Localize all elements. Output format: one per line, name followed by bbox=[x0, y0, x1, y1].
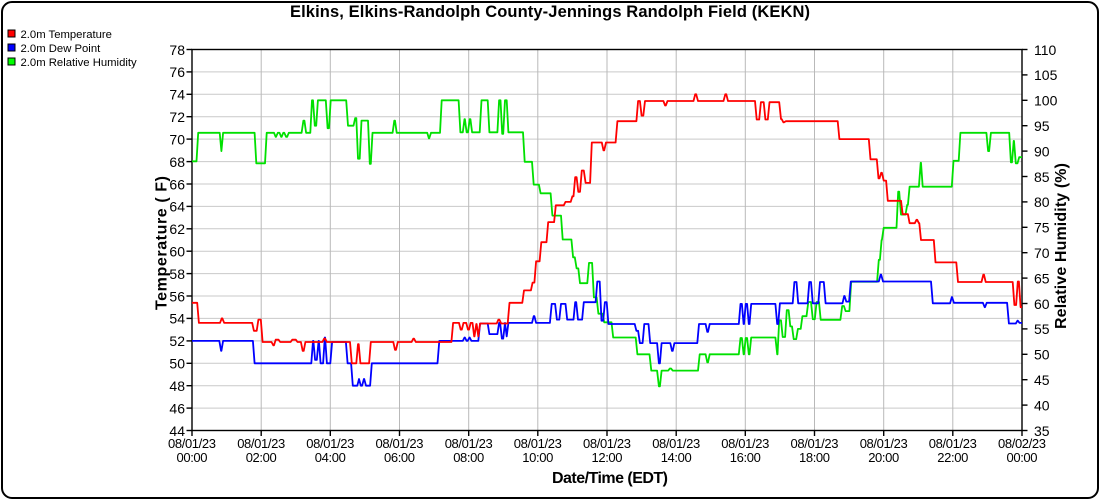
svg-text:50: 50 bbox=[1034, 347, 1050, 363]
svg-text:50: 50 bbox=[169, 356, 185, 372]
svg-text:08:00: 08:00 bbox=[453, 450, 484, 465]
svg-text:04:00: 04:00 bbox=[315, 450, 346, 465]
svg-text:45: 45 bbox=[1034, 372, 1050, 388]
svg-text:80: 80 bbox=[1034, 194, 1050, 210]
svg-text:08/02/23: 08/02/23 bbox=[998, 436, 1046, 451]
svg-text:14:00: 14:00 bbox=[661, 450, 692, 465]
svg-text:00:00: 00:00 bbox=[177, 450, 208, 465]
svg-text:78: 78 bbox=[169, 42, 185, 58]
svg-text:48: 48 bbox=[169, 378, 185, 394]
svg-text:58: 58 bbox=[169, 266, 185, 282]
svg-text:2.0m Dew Point: 2.0m Dew Point bbox=[21, 43, 102, 55]
svg-text:55: 55 bbox=[1034, 321, 1050, 337]
svg-text:08/01/23: 08/01/23 bbox=[652, 436, 700, 451]
svg-text:100: 100 bbox=[1034, 93, 1058, 109]
svg-text:35: 35 bbox=[1034, 423, 1050, 439]
svg-text:60: 60 bbox=[169, 244, 185, 260]
svg-text:08/01/23: 08/01/23 bbox=[237, 436, 285, 451]
svg-text:Temperature ( F): Temperature ( F) bbox=[154, 176, 171, 310]
svg-text:16:00: 16:00 bbox=[730, 450, 761, 465]
svg-text:95: 95 bbox=[1034, 118, 1050, 134]
svg-text:08/01/23: 08/01/23 bbox=[860, 436, 908, 451]
svg-text:56: 56 bbox=[169, 288, 185, 304]
svg-text:08/01/23: 08/01/23 bbox=[376, 436, 424, 451]
svg-text:66: 66 bbox=[169, 176, 185, 192]
svg-text:68: 68 bbox=[169, 154, 185, 170]
svg-text:90: 90 bbox=[1034, 143, 1050, 159]
svg-text:2.0m Temperature: 2.0m Temperature bbox=[21, 29, 112, 41]
svg-text:75: 75 bbox=[1034, 220, 1050, 236]
svg-text:12:00: 12:00 bbox=[592, 450, 623, 465]
svg-text:65: 65 bbox=[1034, 270, 1050, 286]
svg-text:06:00: 06:00 bbox=[384, 450, 415, 465]
svg-text:70: 70 bbox=[1034, 245, 1050, 261]
svg-text:08/01/23: 08/01/23 bbox=[168, 436, 216, 451]
svg-text:Elkins, Elkins-Randolph County: Elkins, Elkins-Randolph County-Jennings … bbox=[290, 3, 810, 21]
svg-text:64: 64 bbox=[169, 199, 185, 215]
svg-text:72: 72 bbox=[169, 109, 185, 125]
svg-text:46: 46 bbox=[169, 400, 185, 416]
svg-text:18:00: 18:00 bbox=[799, 450, 830, 465]
svg-text:08/01/23: 08/01/23 bbox=[721, 436, 769, 451]
svg-text:10:00: 10:00 bbox=[522, 450, 553, 465]
svg-text:54: 54 bbox=[169, 311, 185, 327]
svg-text:70: 70 bbox=[169, 131, 185, 147]
svg-text:52: 52 bbox=[169, 333, 185, 349]
svg-text:22:00: 22:00 bbox=[937, 450, 968, 465]
svg-text:105: 105 bbox=[1034, 67, 1058, 83]
svg-text:02:00: 02:00 bbox=[246, 450, 277, 465]
svg-text:08/01/23: 08/01/23 bbox=[306, 436, 354, 451]
svg-text:62: 62 bbox=[169, 221, 185, 237]
svg-text:44: 44 bbox=[169, 423, 185, 439]
svg-text:85: 85 bbox=[1034, 169, 1050, 185]
svg-text:08/01/23: 08/01/23 bbox=[929, 436, 977, 451]
svg-text:2.0m Relative Humidity: 2.0m Relative Humidity bbox=[21, 57, 137, 69]
svg-text:08/01/23: 08/01/23 bbox=[791, 436, 839, 451]
svg-text:76: 76 bbox=[169, 64, 185, 80]
svg-text:Relative Humidity (%): Relative Humidity (%) bbox=[1053, 163, 1070, 329]
svg-text:20:00: 20:00 bbox=[868, 450, 899, 465]
svg-text:Date/Time (EDT): Date/Time (EDT) bbox=[552, 470, 668, 487]
svg-text:08/01/23: 08/01/23 bbox=[445, 436, 493, 451]
svg-text:00:00: 00:00 bbox=[1007, 450, 1038, 465]
svg-text:08/01/23: 08/01/23 bbox=[583, 436, 631, 451]
svg-text:08/01/23: 08/01/23 bbox=[514, 436, 562, 451]
svg-text:40: 40 bbox=[1034, 397, 1050, 413]
svg-text:60: 60 bbox=[1034, 296, 1050, 312]
svg-text:74: 74 bbox=[169, 87, 185, 103]
svg-text:110: 110 bbox=[1034, 42, 1057, 58]
